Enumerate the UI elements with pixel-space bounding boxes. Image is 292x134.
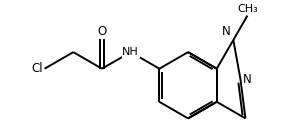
Text: NH: NH (122, 47, 139, 57)
Text: O: O (97, 25, 107, 38)
Text: Cl: Cl (31, 62, 43, 75)
Text: CH₃: CH₃ (237, 4, 258, 14)
Text: N: N (243, 72, 252, 85)
Text: N: N (222, 25, 231, 38)
